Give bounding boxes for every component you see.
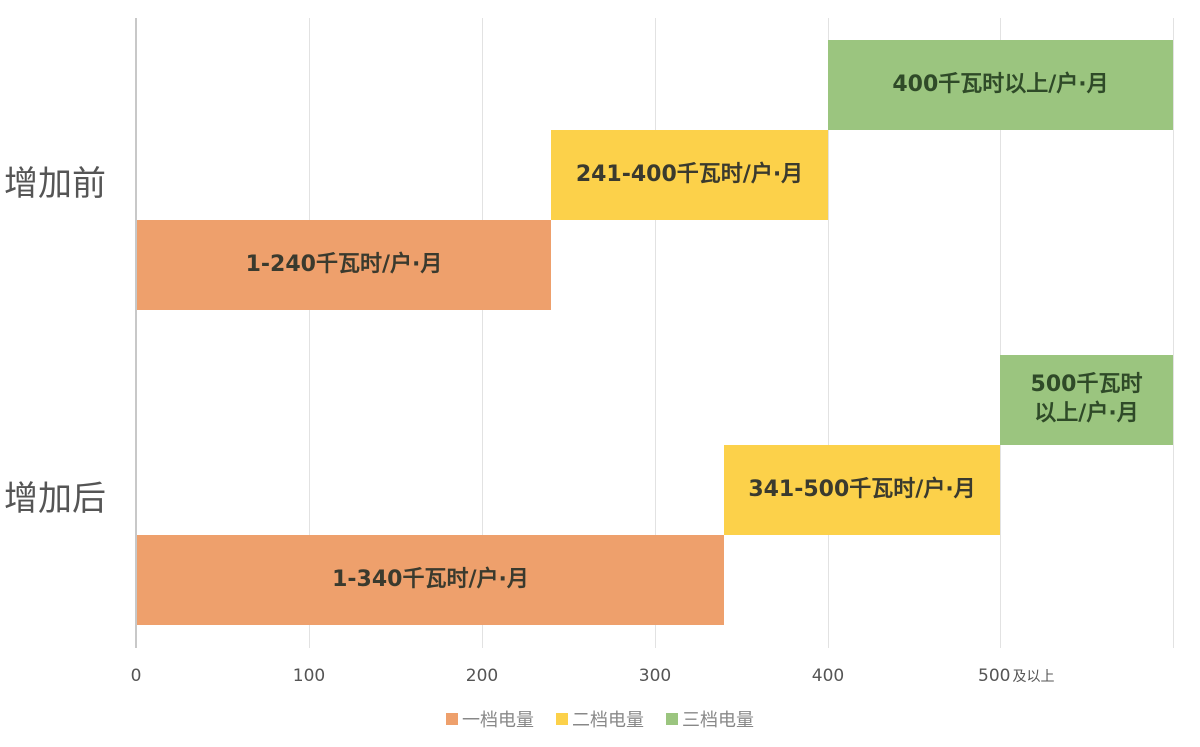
legend-item-tier1: 一档电量 [446, 706, 534, 732]
bar-before-tier3: 400千瓦时以上/户·月 [828, 40, 1173, 130]
legend-swatch-icon [556, 713, 568, 725]
bar-label: 341-500千瓦时/户·月 [748, 476, 976, 502]
bar-label-line1: 500千瓦时 [1030, 372, 1143, 398]
bar-label: 400千瓦时以上/户·月 [892, 71, 1109, 97]
gridline-600 [1173, 18, 1174, 648]
y-axis-line [135, 18, 137, 648]
legend-swatch-icon [446, 713, 458, 725]
bar-after-tier1: 1-340千瓦时/户·月 [137, 535, 724, 625]
x-tick-500-suffix: 及以上 [1012, 669, 1055, 685]
gridline-500 [1000, 18, 1001, 648]
bar-before-tier2: 241-400千瓦时/户·月 [551, 130, 828, 220]
x-tick-0: 0 [130, 666, 142, 686]
bar-after-tier3: 500千瓦时 以上/户·月 [1000, 355, 1173, 445]
gridline-400 [828, 18, 829, 648]
x-tick-500-value: 500 [978, 666, 1011, 686]
x-tick-400: 400 [811, 666, 845, 686]
legend-label: 一档电量 [462, 710, 534, 731]
x-tick-100: 100 [292, 666, 326, 686]
legend-item-tier3: 三档电量 [666, 706, 754, 732]
gridline-100 [309, 18, 310, 648]
bar-before-tier1: 1-240千瓦时/户·月 [137, 220, 551, 310]
gridline-300 [655, 18, 656, 648]
bar-label: 241-400千瓦时/户·月 [575, 161, 804, 187]
legend-item-tier2: 二档电量 [556, 706, 644, 732]
bar-label: 1-340千瓦时/户·月 [332, 566, 529, 592]
legend-label: 二档电量 [572, 710, 644, 731]
legend: 一档电量 二档电量 三档电量 [0, 706, 1200, 732]
bar-label-line2: 以上/户·月 [1034, 401, 1139, 426]
x-tick-200: 200 [465, 666, 499, 686]
x-tick-500: 500 及以上 [978, 666, 1054, 686]
category-label-after: 增加后 [4, 479, 106, 519]
legend-swatch-icon [666, 713, 678, 725]
bar-label: 1-240千瓦时/户·月 [245, 251, 443, 277]
x-tick-300: 300 [638, 666, 672, 686]
legend-label: 三档电量 [682, 710, 754, 731]
bar-after-tier2: 341-500千瓦时/户·月 [724, 445, 1000, 535]
gridline-200 [482, 18, 483, 648]
category-label-before: 增加前 [4, 164, 106, 204]
